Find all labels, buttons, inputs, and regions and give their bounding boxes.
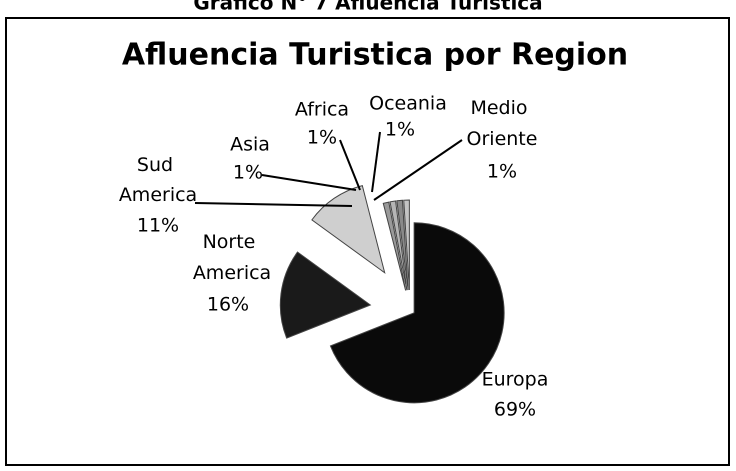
value-label: 1% xyxy=(233,162,263,184)
label-line: America xyxy=(119,184,197,206)
pie-slice xyxy=(396,199,409,291)
slice-label: Oceania xyxy=(369,93,447,115)
value-label: 1% xyxy=(307,127,337,149)
slice-label: Norte America xyxy=(193,231,271,284)
value-label: 11% xyxy=(137,215,179,237)
leader-line xyxy=(339,139,361,191)
leader-line xyxy=(194,202,353,207)
slice-label: Sud America xyxy=(119,154,197,206)
pie-slice xyxy=(389,200,408,291)
pie-slice xyxy=(279,251,372,339)
slice-label: Europa xyxy=(482,369,549,391)
leader-line xyxy=(371,131,381,193)
chart-title: Afluencia Turistica por Region xyxy=(122,38,628,73)
label-line: Norte xyxy=(203,231,262,253)
label-line: Oriente xyxy=(467,128,538,150)
value-label: 1% xyxy=(487,161,517,183)
pie-slice xyxy=(311,185,386,275)
label-line: America xyxy=(193,262,271,284)
slice-label: Africa xyxy=(295,99,349,121)
value-label: 1% xyxy=(385,119,415,141)
value-label: 69% xyxy=(494,399,536,421)
frame xyxy=(5,17,730,466)
leader-line xyxy=(373,139,463,201)
header: Grafico N° 7 Afluencia Turistica xyxy=(193,0,542,15)
pie-slice xyxy=(403,199,410,291)
leader-line xyxy=(261,174,357,191)
pie-slice xyxy=(382,201,407,291)
pie-slice xyxy=(329,222,505,404)
slice-label: Medio Oriente xyxy=(467,97,538,150)
value-label: 16% xyxy=(207,294,249,316)
slice-label: Asia xyxy=(230,134,270,156)
label-line: Medio xyxy=(470,97,533,119)
label-line: Sud xyxy=(137,154,179,176)
